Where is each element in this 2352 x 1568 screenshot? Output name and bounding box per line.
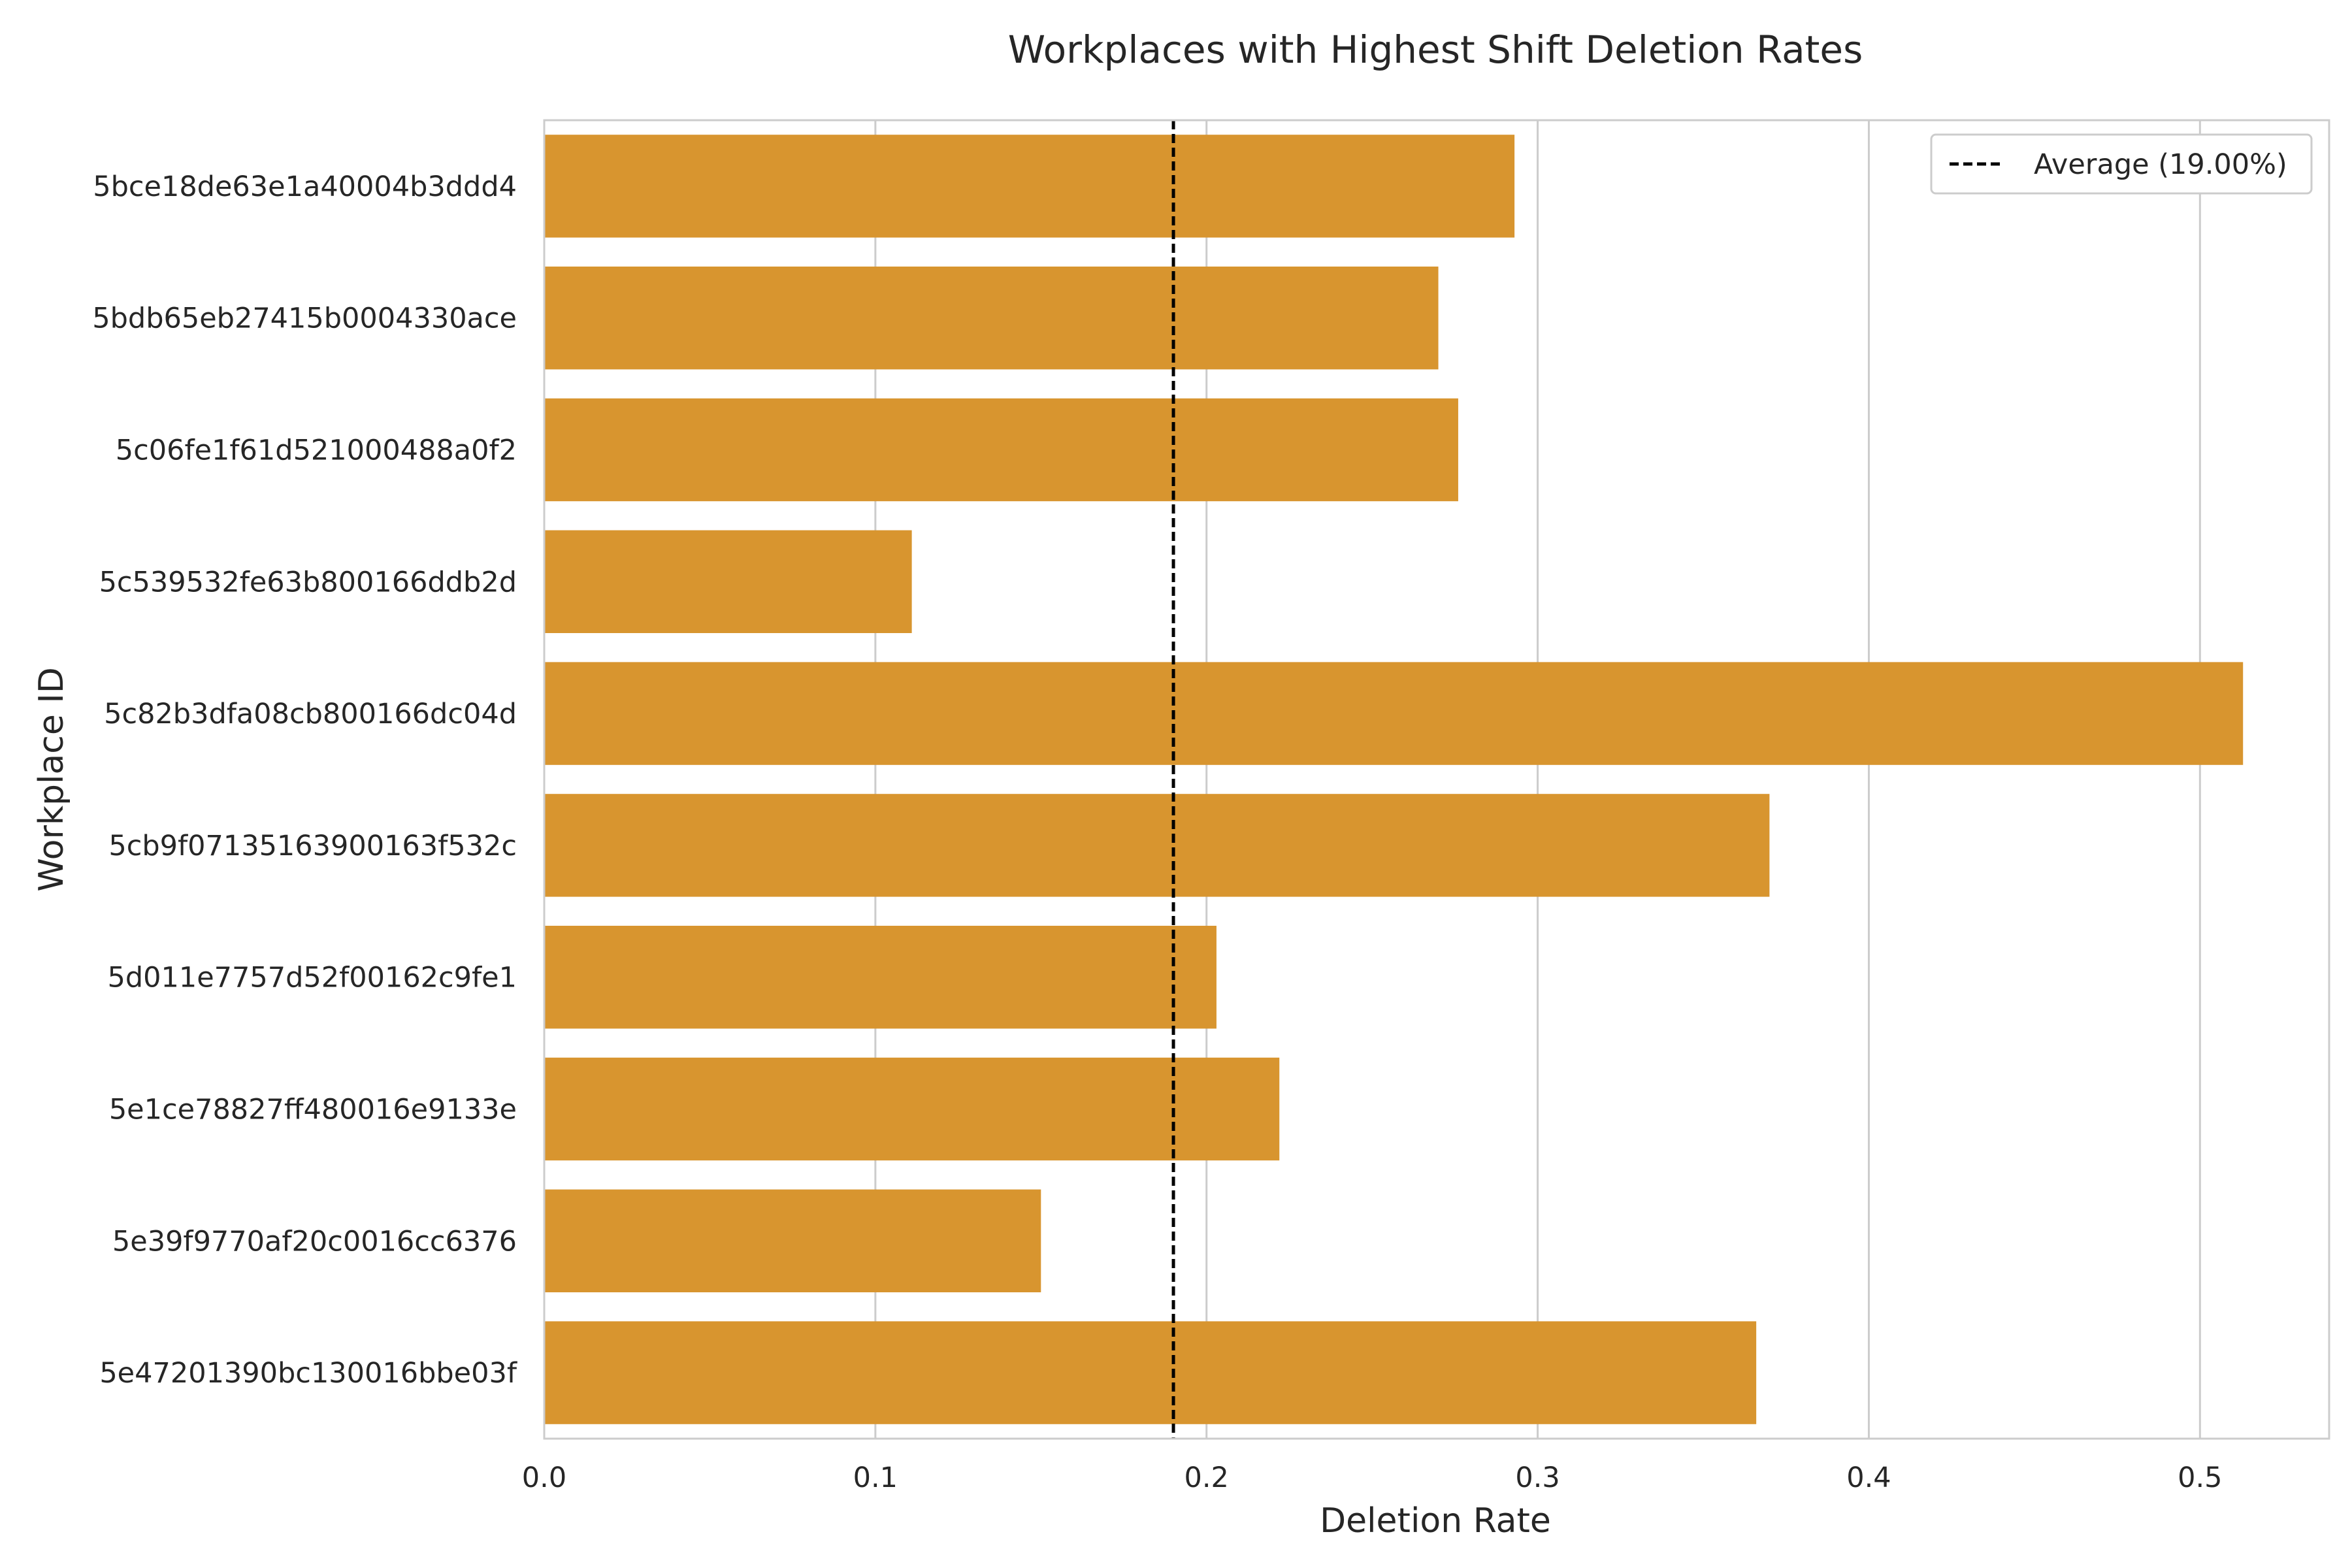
y-tick-label: 5d011e7757d52f00162c9fe1 (107, 962, 517, 994)
bar (544, 530, 912, 634)
y-tick-label: 5c539532fe63b800166ddb2d (99, 566, 517, 598)
x-tick-labels: 0.0 0.1 0.2 0.3 0.4 0.5 (522, 1462, 2223, 1494)
legend: Average (19.00%) (1930, 133, 2313, 195)
bar (544, 135, 1515, 238)
y-tick-label: 5cb9f07135163900163f532c (108, 830, 517, 862)
x-tick-label: 0.5 (2178, 1462, 2222, 1494)
bars (544, 135, 2244, 1424)
x-tick-label: 0.0 (522, 1462, 566, 1494)
bar (544, 1189, 1041, 1293)
y-tick-label: 5e47201390bc130016bbe03f (99, 1357, 517, 1390)
legend-label: Average (19.00%) (2034, 148, 2287, 181)
y-tick-label: 5bdb65eb27415b0004330ace (92, 302, 517, 335)
y-tick-labels: 5bce18de63e1a40004b3ddd4 5bdb65eb27415b00… (92, 171, 517, 1390)
y-tick-label: 5c82b3dfa08cb800166dc04d (104, 698, 517, 730)
x-tick-label: 0.3 (1515, 1462, 1560, 1494)
bar (544, 266, 1439, 370)
y-tick-label: 5e1ce78827ff480016e9133e (109, 1094, 517, 1126)
bar (544, 925, 1217, 1029)
y-tick-label: 5e39f9770af20c0016cc6376 (112, 1225, 517, 1258)
y-tick-label: 5c06fe1f61d521000488a0f2 (116, 434, 517, 467)
bar (544, 1321, 1757, 1424)
bar (544, 794, 1770, 897)
plot-frame (543, 119, 2330, 1440)
bar (544, 662, 2244, 765)
x-tick-label: 0.4 (1846, 1462, 1891, 1494)
chart-title: Workplaces with Highest Shift Deletion R… (1008, 27, 1863, 72)
y-tick-label: 5bce18de63e1a40004b3ddd4 (93, 171, 517, 203)
x-tick-label: 0.2 (1184, 1462, 1229, 1494)
bar (544, 1057, 1280, 1161)
y-axis-title: Workplace ID (32, 667, 71, 891)
x-tick-label: 0.1 (853, 1462, 898, 1494)
x-axis-title: Deletion Rate (1320, 1501, 1551, 1541)
legend-box (1930, 133, 2313, 195)
bar (544, 398, 1458, 502)
